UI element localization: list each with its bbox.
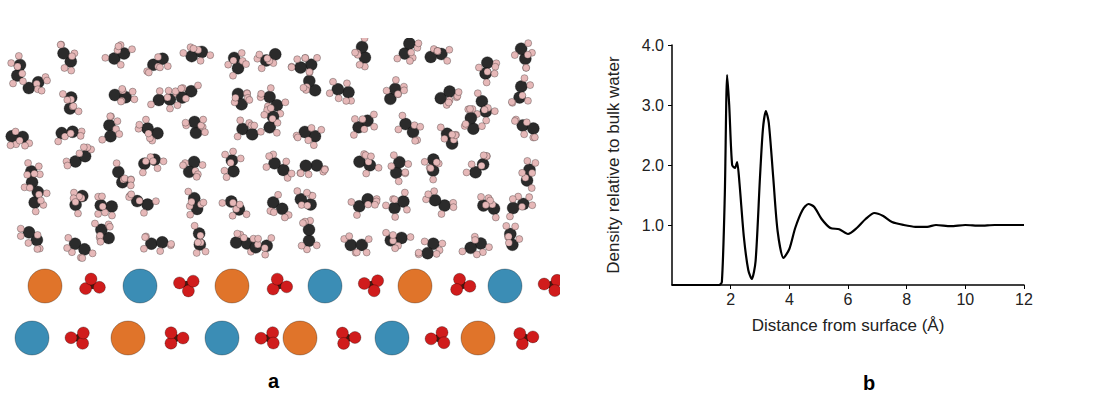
svg-text:4.0: 4.0 — [642, 37, 664, 54]
svg-text:10: 10 — [956, 291, 974, 308]
svg-text:2.0: 2.0 — [642, 157, 664, 174]
svg-text:3.0: 3.0 — [642, 97, 664, 114]
svg-text:Density relative to bulk water: Density relative to bulk water — [604, 56, 623, 274]
svg-text:6: 6 — [844, 291, 853, 308]
svg-text:12: 12 — [1015, 291, 1033, 308]
svg-text:4: 4 — [785, 291, 794, 308]
svg-text:2: 2 — [726, 291, 735, 308]
svg-text:Distance from surface (Å): Distance from surface (Å) — [752, 316, 945, 335]
svg-text:8: 8 — [902, 291, 911, 308]
svg-text:1.0: 1.0 — [642, 217, 664, 234]
svg-text:b: b — [863, 372, 875, 394]
html-text:a: a — [268, 370, 280, 392]
